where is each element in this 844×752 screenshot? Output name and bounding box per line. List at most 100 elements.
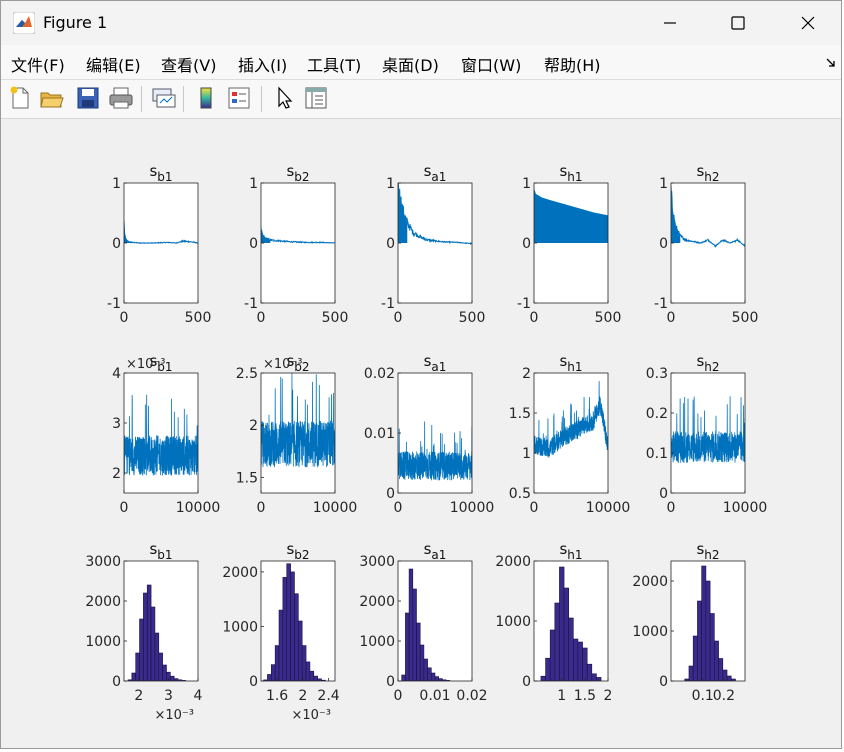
y-tick-label: 0 [249, 236, 258, 252]
y-tick-label: 0 [386, 486, 395, 502]
maximize-button[interactable] [703, 1, 773, 45]
x-tick-label: 0.2 [713, 688, 735, 704]
property-inspector-icon[interactable] [303, 85, 329, 111]
subplot-6: sb1 2 3 4 0 10000 ×10⁻³ [112, 352, 220, 516]
x-tick-label: 0 [257, 500, 266, 516]
menu-insert[interactable]: 插入(I) [238, 56, 288, 75]
x-tick-label: 4 [194, 688, 203, 704]
histogram-bar [131, 672, 136, 681]
subplot-8: sa1 0 0.01 0.02 0 10000 [364, 352, 494, 516]
acf-fill [261, 229, 271, 244]
y-tick-label: 2 [249, 418, 258, 434]
histogram-bar [267, 674, 272, 681]
y-tick-label: 0.01 [364, 426, 395, 442]
histogram-bar [563, 587, 569, 681]
mcmc-trace [534, 381, 608, 458]
menu-help[interactable]: 帮助(H) [544, 56, 601, 75]
histogram-bar [416, 622, 421, 681]
menu-desktop[interactable]: 桌面(D) [382, 56, 439, 75]
axes-box [533, 372, 609, 494]
histogram-bar [321, 679, 326, 681]
subplot-14: sh1 0 1000 2000 1 1.5 2 [495, 540, 612, 704]
x-tick-label: 0.01 [419, 688, 450, 704]
histogram-bar [559, 566, 565, 681]
x-tick-label: 500 [595, 310, 622, 326]
y-tick-label: 2000 [222, 565, 258, 581]
histogram-bar [596, 677, 602, 681]
histogram-bar [722, 669, 728, 681]
data-layer [540, 566, 602, 681]
x-tick-label: 0 [257, 310, 266, 326]
acf-trace [124, 220, 198, 245]
y-tick-label: 0 [386, 236, 395, 252]
histogram-bar [282, 577, 288, 681]
y-tick-label: 0.1 [646, 446, 668, 462]
menu-view[interactable]: 查看(V) [161, 56, 217, 75]
subplot-12: sb2 0 1000 2000 1.6 2 2.4 ×10⁻³ [222, 540, 339, 723]
menu-window[interactable]: 窗口(W) [461, 56, 522, 75]
open-file-icon[interactable] [39, 85, 65, 111]
axes-box [123, 372, 199, 494]
plot-title: sh1 [559, 540, 582, 562]
y-tick-label: 0.2 [646, 406, 668, 422]
histogram-bar [139, 618, 144, 681]
link-data-icon[interactable] [150, 85, 176, 111]
data-layer [398, 421, 472, 481]
new-figure-icon[interactable] [7, 85, 33, 111]
histogram-bar [143, 592, 148, 681]
menu-bar: 文件(F) 编辑(E) 查看(V) 插入(I) 工具(T) 桌面(D) 窗口(W… [1, 45, 841, 80]
mcmc-trace [124, 394, 198, 476]
dock-arrow-icon[interactable] [825, 57, 837, 69]
x-tick-label: 2 [604, 688, 613, 704]
x-tick-label: 10000 [176, 500, 221, 516]
acf-trace [261, 227, 335, 244]
subplot-9: sh1 0.5 1 1.5 2 0 10000 [509, 352, 631, 516]
y-tick-label: 0.02 [364, 366, 395, 382]
legend-icon[interactable] [226, 85, 252, 111]
plot-title: sa1 [424, 162, 447, 184]
histogram-bar [692, 635, 698, 681]
menu-tools[interactable]: 工具(T) [307, 56, 362, 75]
histogram-bar [301, 645, 307, 681]
axes-box [123, 560, 199, 682]
y-tick-label: -1 [107, 296, 121, 312]
y-exponent-label: ×10⁻³ [126, 357, 166, 372]
x-tick-label: 0.1 [692, 688, 714, 704]
acf-fill [124, 221, 134, 244]
save-icon[interactable] [75, 85, 101, 111]
pointer-icon[interactable] [271, 85, 297, 111]
y-tick-label: 2000 [359, 594, 395, 610]
histogram-bar [401, 674, 406, 681]
print-icon[interactable] [108, 85, 134, 111]
mcmc-trace [261, 373, 335, 468]
y-tick-label: -1 [244, 296, 258, 312]
data-layer [261, 373, 335, 468]
menu-file[interactable]: 文件(F) [11, 56, 65, 75]
subplot-13: sa1 0 1000 2000 3000 0 0.01 0.02 [359, 540, 487, 704]
y-tick-label: 2000 [495, 554, 531, 570]
histogram-bar [412, 588, 417, 681]
y-tick-label: 1000 [495, 614, 531, 630]
menu-edit[interactable]: 编辑(E) [86, 56, 141, 75]
close-button[interactable] [773, 1, 843, 45]
histogram-bar [278, 609, 284, 681]
y-tick-label: 0 [386, 674, 395, 690]
x-tick-label: 0 [667, 500, 676, 516]
maximize-icon [731, 16, 745, 30]
histogram-bar [705, 580, 711, 681]
minimize-button[interactable] [635, 1, 705, 45]
histogram-bar [554, 602, 560, 681]
plot-area [261, 183, 335, 303]
x-tick-label: 10000 [313, 500, 358, 516]
acf-trace [534, 188, 608, 244]
histogram-bar [408, 568, 414, 681]
y-tick-label: 1 [522, 176, 531, 192]
data-layer [671, 396, 745, 464]
y-tick-label: 0 [659, 486, 668, 502]
y-tick-label: 1 [386, 176, 395, 192]
histogram-bar [305, 661, 311, 681]
colorbar-icon[interactable] [193, 85, 219, 111]
